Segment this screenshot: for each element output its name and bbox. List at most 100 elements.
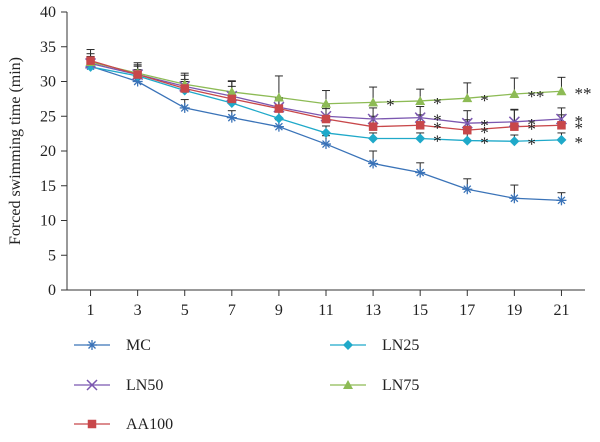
marker-shape xyxy=(462,93,473,103)
legend-item-ln75: LN75 xyxy=(330,377,419,394)
marker-shape xyxy=(556,86,567,96)
marker-shape xyxy=(462,135,473,146)
y-tick-label: 5 xyxy=(48,247,56,264)
significance-mark-ln75: ** xyxy=(574,84,591,103)
significance-mark-aa100: * xyxy=(480,123,489,142)
legend-item-mc: MC xyxy=(74,337,151,354)
y-tick-label: 10 xyxy=(40,213,56,230)
data-point-ln50 xyxy=(414,112,426,124)
marker-shape xyxy=(343,380,353,389)
marker-shape xyxy=(368,122,378,131)
data-point-ln75 xyxy=(462,93,473,103)
data-point-ln25 xyxy=(415,133,426,144)
data-point-ln25 xyxy=(368,133,379,144)
marker-shape xyxy=(509,89,520,99)
data-point-aa100 xyxy=(86,56,95,65)
marker-shape xyxy=(273,92,284,102)
marker-stroke xyxy=(86,379,98,391)
legend-label: LN25 xyxy=(382,337,419,354)
marker-shape xyxy=(343,340,353,350)
marker-shape xyxy=(556,134,567,145)
legend-item-ln50: LN50 xyxy=(74,377,163,394)
marker-shape xyxy=(226,86,237,96)
marker-shape xyxy=(415,121,425,130)
data-point-aa100 xyxy=(557,121,566,130)
legend-label: LN75 xyxy=(382,377,419,394)
data-point-mc xyxy=(462,184,473,195)
significance-mark-ln75: * xyxy=(386,95,395,114)
significance-mark-ln75: * xyxy=(480,91,489,110)
marker-shape xyxy=(86,56,95,65)
data-point-mc xyxy=(556,195,567,206)
data-point-ln75 xyxy=(415,95,426,105)
y-axis-title: Forced swimming time (min) xyxy=(7,57,24,245)
data-point-ln25 xyxy=(509,136,520,147)
legend-label: AA100 xyxy=(126,416,173,433)
data-point-mc xyxy=(226,112,237,123)
legend-label: LN50 xyxy=(126,377,163,394)
legend-marker-ln25 xyxy=(343,340,353,350)
y-tick-label: 0 xyxy=(48,282,56,299)
y-tick-label: 20 xyxy=(40,143,56,160)
data-point-aa100 xyxy=(368,122,378,131)
marker-shape xyxy=(321,98,331,108)
data-point-mc xyxy=(179,102,190,113)
x-tick-label: 21 xyxy=(553,302,569,319)
data-point-ln75 xyxy=(556,86,567,96)
data-point-aa100 xyxy=(321,114,331,124)
x-tick-label: 9 xyxy=(275,302,283,319)
marker-shape xyxy=(463,125,472,135)
marker-shape xyxy=(368,97,379,107)
legend-item-ln25: LN25 xyxy=(330,337,419,354)
marker-stroke xyxy=(367,113,379,125)
data-point-ln25 xyxy=(273,113,284,124)
x-tick-label: 5 xyxy=(181,302,189,319)
data-point-ln75 xyxy=(273,92,284,102)
data-point-aa100 xyxy=(274,104,284,113)
y-tick-label: 35 xyxy=(40,39,56,56)
data-point-ln25 xyxy=(556,134,567,145)
x-tick-label: 15 xyxy=(412,302,428,319)
y-tick-label: 30 xyxy=(40,74,56,91)
marker-shape xyxy=(180,84,189,93)
data-point-ln25 xyxy=(321,127,331,138)
legend-marker-ln75 xyxy=(343,380,353,389)
y-tick-label: 15 xyxy=(40,178,56,195)
marker-stroke xyxy=(414,112,426,124)
legend-marker-ln50 xyxy=(86,379,98,391)
marker-shape xyxy=(509,136,520,147)
significance-mark-aa100: * xyxy=(574,118,583,137)
x-tick-label: 17 xyxy=(459,302,475,319)
data-point-aa100 xyxy=(510,122,519,131)
marker-shape xyxy=(415,95,426,105)
data-point-ln75 xyxy=(509,89,520,99)
significance-mark-ln25: * xyxy=(574,133,583,152)
significance-mark-aa100: * xyxy=(433,118,442,137)
y-tick-label: 25 xyxy=(40,108,56,125)
data-point-aa100 xyxy=(133,70,142,79)
marker-shape xyxy=(87,419,97,429)
x-tick-label: 19 xyxy=(506,302,522,319)
significance-mark-aa100: * xyxy=(527,120,536,139)
significance-mark-ln75: * xyxy=(433,94,442,113)
marker-shape xyxy=(510,122,519,131)
x-tick-label: 1 xyxy=(87,302,95,319)
data-point-mc xyxy=(368,158,379,169)
legend-label: MC xyxy=(126,337,151,354)
legend-marker-mc xyxy=(87,340,97,350)
marker-shape xyxy=(557,121,566,130)
data-point-aa100 xyxy=(180,84,189,93)
x-tick-label: 13 xyxy=(365,302,381,319)
significance-mark-ln75: ** xyxy=(527,87,544,106)
x-tick-label: 7 xyxy=(228,302,236,319)
marker-shape xyxy=(321,127,331,138)
marker-shape xyxy=(321,114,331,124)
x-tick-label: 11 xyxy=(318,302,333,319)
significance-mark-ln50: * xyxy=(480,116,489,135)
legend-item-aa100: AA100 xyxy=(74,416,173,433)
marker-shape xyxy=(415,133,426,144)
marker-shape xyxy=(273,113,284,124)
data-point-mc xyxy=(415,167,426,178)
y-tick-label: 40 xyxy=(40,4,56,21)
